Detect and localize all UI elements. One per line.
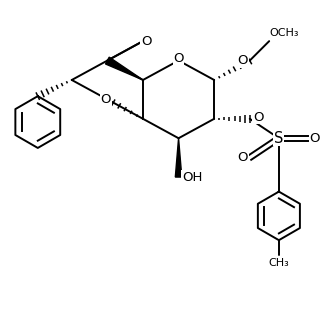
Text: O: O xyxy=(100,93,111,106)
Text: S: S xyxy=(274,131,284,146)
Text: CH₃: CH₃ xyxy=(269,258,289,268)
Text: O: O xyxy=(238,54,248,67)
Text: O: O xyxy=(310,132,320,145)
Text: O: O xyxy=(238,151,248,164)
Text: OH: OH xyxy=(182,171,202,184)
Text: OCH₃: OCH₃ xyxy=(269,28,299,38)
Polygon shape xyxy=(175,138,182,177)
Text: O: O xyxy=(141,35,152,48)
Text: O: O xyxy=(173,52,184,65)
Polygon shape xyxy=(106,57,143,80)
Text: O: O xyxy=(253,111,263,124)
